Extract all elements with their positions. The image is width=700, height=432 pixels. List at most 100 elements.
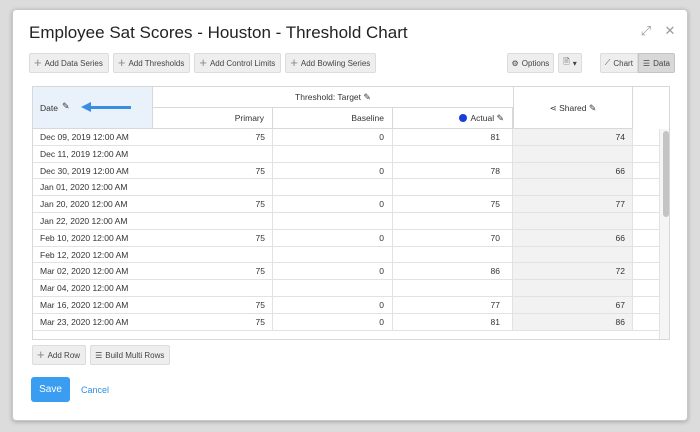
add-thresholds-button[interactable]: + Add Thresholds [112,53,191,73]
add-thresholds-label: Add Thresholds [128,58,185,68]
table-row[interactable]: Jan 01, 2020 12:00 AM [33,179,663,197]
primary-cell[interactable]: 75 [153,162,273,179]
date-cell[interactable]: Dec 11, 2019 12:00 AM [40,148,129,159]
threshold-group-header[interactable]: Threshold: Target ✎ [153,87,513,108]
shared-cell[interactable]: 74 [513,129,633,145]
table-row[interactable]: Jan 22, 2020 12:00 AM [33,212,663,230]
scrollbar-thumb[interactable] [663,131,669,217]
primary-cell[interactable]: 75 [153,313,273,330]
baseline-cell[interactable] [273,246,393,263]
add-row-button[interactable]: + Add Row [32,345,87,365]
actual-cell[interactable]: 78 [393,162,513,179]
table-row[interactable]: Dec 30, 2019 12:00 AM 75 0 78 66 [33,162,663,180]
table-row[interactable]: Mar 16, 2020 12:00 AM 75 0 77 67 [33,296,663,314]
add-bowling-series-button[interactable]: + Add Bowling Series [285,53,377,73]
baseline-cell[interactable] [273,145,393,162]
baseline-cell[interactable]: 0 [273,313,393,330]
date-cell[interactable]: Dec 09, 2019 12:00 AM [40,132,129,142]
actual-cell[interactable]: 81 [393,313,513,330]
table-row[interactable]: Jan 20, 2020 12:00 AM 75 0 75 77 [33,196,663,213]
data-view-button[interactable]: ☰ Data [637,53,675,73]
vertical-scrollbar[interactable] [659,129,669,339]
shared-column-header[interactable]: ⋖ Shared ✎ [513,87,633,129]
actual-column-header[interactable]: Actual ✎ [393,108,513,129]
expand-icon[interactable]: ⤢ [640,23,652,38]
actual-cell[interactable] [393,179,513,196]
table-row[interactable]: Mar 04, 2020 12:00 AM [33,280,663,297]
baseline-cell[interactable]: 0 [273,296,393,313]
pencil-icon[interactable]: ✎ [62,101,70,111]
save-button[interactable]: Save [31,377,70,402]
baseline-cell[interactable]: 0 [273,129,393,145]
pencil-icon[interactable]: ✎ [588,103,597,113]
shared-cell[interactable]: 66 [513,229,633,246]
build-multi-rows-button[interactable]: ☰ Build Multi Rows [90,345,171,365]
shared-cell[interactable] [513,179,633,196]
date-cell[interactable]: Feb 10, 2020 12:00 AM [40,232,129,243]
baseline-cell[interactable] [273,212,393,229]
actual-cell[interactable] [393,280,513,296]
shared-cell[interactable] [513,246,633,263]
primary-cell[interactable]: 75 [153,229,273,246]
baseline-cell[interactable]: 0 [273,263,393,280]
baseline-cell[interactable]: 0 [273,229,393,246]
primary-cell[interactable]: 75 [153,196,273,212]
primary-cell[interactable] [153,246,273,263]
actual-cell[interactable]: 75 [393,196,513,212]
date-column-header[interactable]: Date ✎ [33,87,153,129]
baseline-column-header[interactable]: Baseline [273,108,393,129]
date-cell[interactable]: Feb 12, 2020 12:00 AM [40,249,129,260]
actual-cell[interactable]: 86 [393,263,513,280]
primary-column-header[interactable]: Primary [153,108,273,129]
date-cell[interactable]: Dec 30, 2019 12:00 AM [40,165,129,176]
series-color-dot-icon[interactable] [458,114,467,122]
export-menu-button[interactable]: 🗎 ▾ [558,53,582,73]
chart-view-button[interactable]: ⟋ Chart [599,53,638,73]
table-row[interactable]: Mar 23, 2020 12:00 AM 75 0 81 86 [33,313,663,331]
pencil-icon[interactable]: ✎ [496,113,504,123]
actual-cell[interactable]: 77 [393,296,513,313]
table-row[interactable]: Mar 02, 2020 12:00 AM 75 0 86 72 [33,263,663,281]
table-row[interactable]: Feb 10, 2020 12:00 AM 75 0 70 66 [33,229,663,247]
shared-cell[interactable]: 66 [513,162,633,179]
actual-cell[interactable] [393,145,513,162]
date-cell[interactable]: Mar 23, 2020 12:00 AM [40,316,129,327]
shared-cell[interactable]: 72 [513,263,633,280]
options-button[interactable]: ⚙ Options [506,53,555,73]
primary-cell[interactable] [153,212,273,229]
date-cell[interactable]: Jan 22, 2020 12:00 AM [40,215,128,226]
date-cell[interactable]: Mar 02, 2020 12:00 AM [40,266,129,277]
shared-cell[interactable]: 86 [513,313,633,330]
actual-cell[interactable] [393,246,513,263]
actual-cell[interactable]: 70 [393,229,513,246]
primary-cell[interactable] [153,145,273,162]
cancel-link[interactable]: Cancel [81,385,110,395]
pencil-icon[interactable]: ✎ [363,92,371,102]
date-cell[interactable]: Jan 20, 2020 12:00 AM [40,199,128,210]
add-data-series-button[interactable]: + Add Data Series [29,53,109,73]
close-icon[interactable]: ✕ [664,23,676,38]
actual-cell[interactable] [393,212,513,229]
baseline-cell[interactable] [273,280,393,296]
date-cell[interactable]: Jan 01, 2020 12:00 AM [40,182,128,193]
actual-cell[interactable]: 81 [393,129,513,145]
shared-cell[interactable] [513,212,633,229]
baseline-cell[interactable] [273,179,393,196]
shared-cell[interactable]: 67 [513,296,633,313]
add-control-limits-button[interactable]: + Add Control Limits [194,53,282,73]
primary-cell[interactable] [153,280,273,296]
table-row[interactable]: Dec 09, 2019 12:00 AM 75 0 81 74 [33,129,663,146]
baseline-cell[interactable]: 0 [273,162,393,179]
date-cell[interactable]: Mar 04, 2020 12:00 AM [40,283,129,294]
shared-cell[interactable] [513,280,633,296]
primary-cell[interactable]: 75 [153,129,273,145]
primary-cell[interactable]: 75 [153,296,273,313]
date-cell[interactable]: Mar 16, 2020 12:00 AM [40,299,129,310]
shared-cell[interactable]: 77 [513,196,633,212]
primary-cell[interactable]: 75 [153,263,273,280]
table-row[interactable]: Feb 12, 2020 12:00 AM [33,246,663,264]
baseline-cell[interactable]: 0 [273,196,393,212]
primary-cell[interactable] [153,179,273,196]
table-row[interactable]: Dec 11, 2019 12:00 AM [33,145,663,163]
shared-cell[interactable] [513,145,633,162]
